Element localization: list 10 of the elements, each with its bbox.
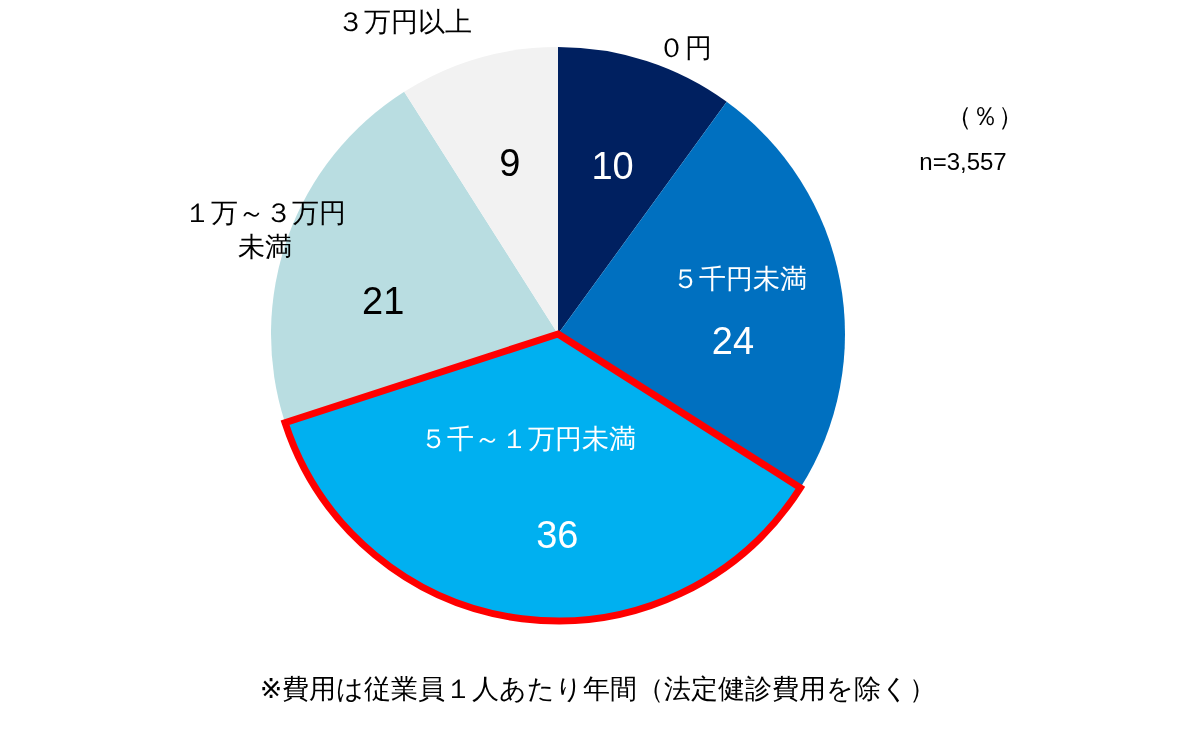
data-label: 10 bbox=[591, 145, 634, 188]
slice-label: ５千円未満 bbox=[671, 264, 807, 295]
data-label: 24 bbox=[711, 319, 755, 362]
slice-label: １万～３万円未満 bbox=[184, 197, 347, 262]
slice-label: ５千～１万円未満 bbox=[419, 423, 636, 454]
data-label: 36 bbox=[536, 513, 579, 556]
slice-label: ０円 bbox=[658, 33, 713, 64]
data-label: 9 bbox=[499, 141, 521, 184]
slice-label: ３万円以上 bbox=[337, 7, 473, 38]
data-label: 21 bbox=[362, 279, 405, 322]
